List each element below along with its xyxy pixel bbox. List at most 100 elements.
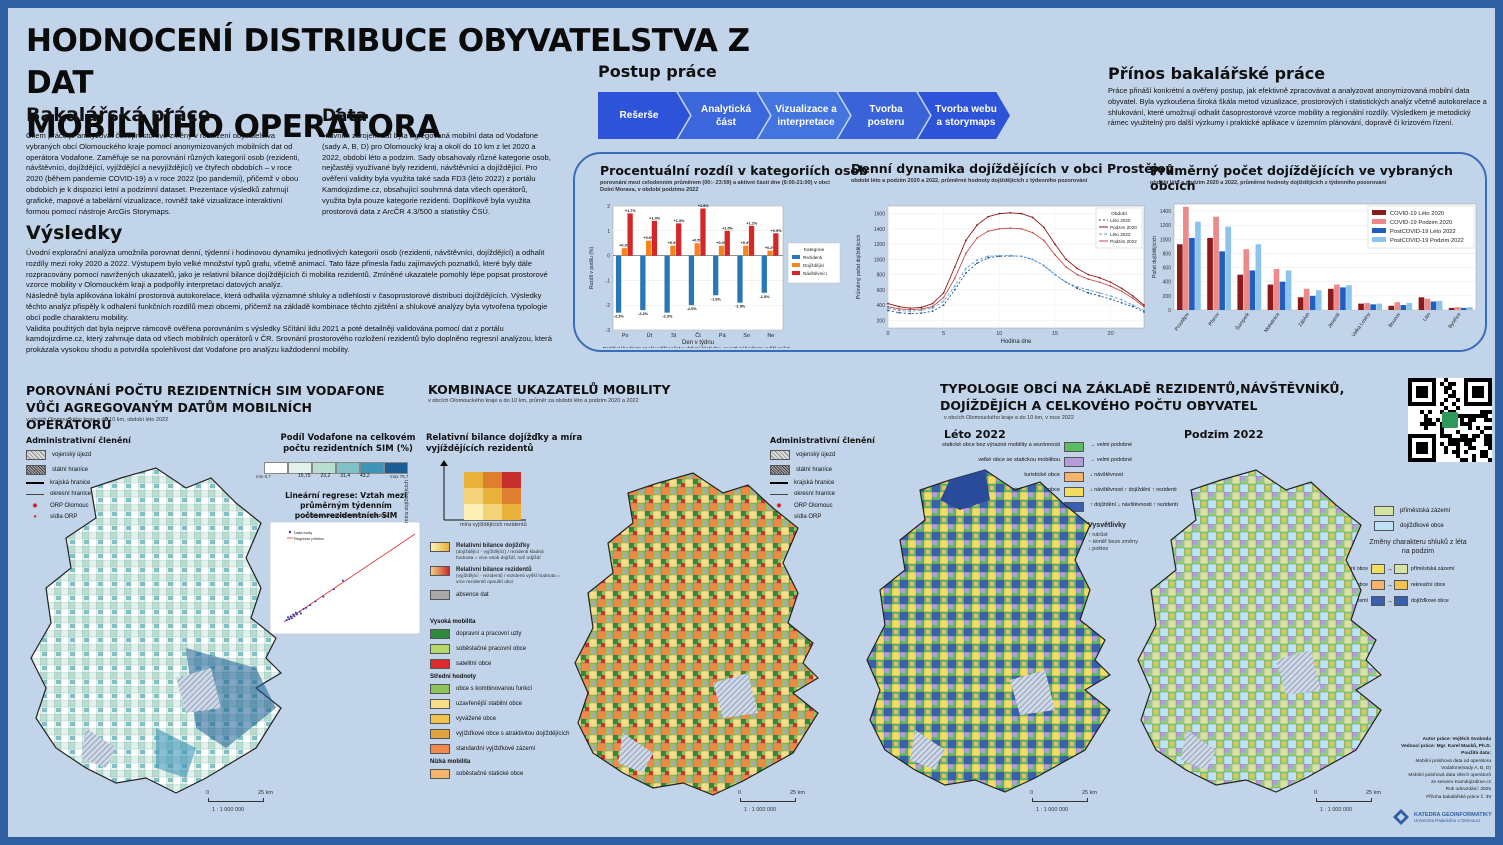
chart2-xtick: 10 bbox=[996, 331, 1002, 337]
chart3-bar bbox=[1297, 297, 1304, 310]
qr-module bbox=[1452, 450, 1456, 454]
arrow-right-icon: → bbox=[1386, 581, 1393, 589]
chart2-point bbox=[953, 266, 956, 268]
mid-groups-legend: Vysoká mobilita dopravní a pracovní uzly s… bbox=[430, 616, 580, 784]
chart1-bar bbox=[615, 255, 622, 313]
chart3-bar bbox=[1267, 284, 1274, 310]
qr-module bbox=[1444, 446, 1448, 450]
chart3-bar bbox=[1315, 290, 1322, 310]
share-color-step bbox=[288, 462, 312, 474]
mid-admin-heading: Administrativní členění bbox=[770, 436, 875, 445]
chart2-point bbox=[998, 254, 1001, 257]
mid-group-swatch bbox=[430, 769, 450, 779]
right-section-title: TYPOLOGIE OBCÍ NA ZÁKLADĚ REZIDENTŮ,NÁVŠ… bbox=[940, 381, 1345, 413]
chart1-data-label: +1.7% bbox=[625, 209, 636, 213]
chart3-ytick: 400 bbox=[1163, 280, 1172, 286]
mid-scale-ratio: 1 : 1 000 000 bbox=[744, 807, 777, 813]
left-scale-0: 0 bbox=[206, 790, 210, 796]
left-admin-item: vojenský újezd bbox=[52, 452, 92, 458]
qr-module bbox=[1444, 390, 1448, 394]
chart1-bar bbox=[724, 230, 730, 256]
chart1-xlabel: Den v týdnu bbox=[682, 340, 714, 346]
chart3-bar bbox=[1243, 249, 1250, 310]
chart2-point bbox=[898, 309, 901, 312]
bal-pos-swatch bbox=[430, 542, 450, 552]
change-swatch-to bbox=[1394, 564, 1408, 574]
chart2-point bbox=[998, 212, 1001, 215]
changes-title: Změny charakteru shluků z léta na podzim bbox=[1369, 539, 1467, 555]
chart2-svg: 200 400 600 800 1000 1200 1400 1600 0 5 10 15 20 Hodi… bbox=[855, 205, 1145, 345]
mid-admin-item: vojenský újezd bbox=[796, 452, 836, 458]
district-line-swatch bbox=[770, 493, 788, 495]
qr-module bbox=[1460, 422, 1464, 426]
regression-point bbox=[289, 615, 292, 618]
chart1-data-label: -1.9% bbox=[735, 305, 746, 309]
chart1-bar bbox=[700, 208, 706, 256]
share-bin-labels: 15,75 23,2 31,4 43,2 bbox=[298, 473, 370, 479]
qr-module bbox=[1488, 438, 1492, 442]
chart1-xtick: St bbox=[671, 333, 677, 339]
chart1-bar bbox=[651, 220, 658, 256]
qr-module bbox=[1432, 422, 1436, 426]
chart2-point bbox=[898, 311, 901, 314]
chart3-bar bbox=[1303, 288, 1310, 310]
process-step-label: Vizualizace a interpretace bbox=[775, 103, 837, 128]
chart2-point bbox=[1031, 258, 1034, 261]
left-admin-heading: Administrativní členění bbox=[26, 436, 131, 445]
qr-module bbox=[1476, 414, 1480, 418]
qr-code[interactable] bbox=[1408, 378, 1492, 462]
chart1-bar bbox=[773, 233, 779, 256]
chart2-point bbox=[987, 255, 990, 258]
chart3-legend-label: COVID-19 Léto 2020 bbox=[1390, 211, 1444, 217]
chart2-point bbox=[1087, 292, 1090, 294]
chart1-data-label: +0.4% bbox=[668, 241, 679, 245]
chart1-legend: Kategorie Rezidenti Dojíždějící Návštěvníci bbox=[787, 242, 841, 284]
chart2-point bbox=[953, 288, 956, 291]
bal-neg-swatch bbox=[430, 566, 450, 576]
qr-module bbox=[1448, 394, 1452, 398]
chart2-point bbox=[1109, 285, 1112, 287]
chart2-point bbox=[931, 305, 934, 308]
chart3-ytick: 600 bbox=[1163, 266, 1172, 272]
process-step: Analytická část bbox=[678, 92, 770, 139]
share-bin: 31,4 bbox=[340, 473, 350, 479]
left-map bbox=[30, 467, 282, 794]
qr-module bbox=[1448, 438, 1452, 442]
chart3-ytick: 1400 bbox=[1160, 209, 1171, 215]
chart3-bar bbox=[1466, 307, 1473, 310]
chart1-xtick: Ne bbox=[767, 333, 774, 339]
absence-swatch bbox=[430, 590, 450, 600]
qr-module bbox=[1440, 410, 1444, 414]
chart2-xtick: 5 bbox=[942, 331, 945, 337]
bakalarska-text: Cílem práce je analyzovat časoprostorové… bbox=[26, 131, 300, 216]
chart3-bar bbox=[1237, 274, 1244, 310]
share-bin: 43,2 bbox=[359, 473, 370, 479]
chart2-point bbox=[887, 309, 889, 312]
chart2-point bbox=[1042, 264, 1045, 267]
vysledky-paragraph-3: Validita použitých dat byla nejprve rámc… bbox=[26, 323, 552, 355]
regression-title: Lineární regrese: Vztah mezi průměrným t… bbox=[285, 491, 407, 520]
chart3-ytick: 800 bbox=[1163, 251, 1172, 257]
qr-module bbox=[1452, 438, 1456, 442]
regression-point bbox=[293, 615, 296, 618]
change-swatch-from bbox=[1371, 564, 1385, 574]
chart2-point bbox=[1020, 212, 1023, 215]
qr-module bbox=[1488, 458, 1492, 462]
process-step: Tvorba posteru bbox=[838, 92, 930, 139]
chart3-bar bbox=[1418, 297, 1425, 310]
chart1-ytick: -1 bbox=[606, 278, 611, 284]
chart3-bar bbox=[1334, 284, 1340, 310]
share-color-step bbox=[312, 462, 336, 474]
chart3-bar bbox=[1195, 221, 1201, 310]
type-swatch bbox=[1374, 521, 1394, 531]
qr-module bbox=[1460, 414, 1464, 418]
chart2-point bbox=[942, 304, 945, 307]
chart1-legend-label: Dojíždějící bbox=[803, 263, 825, 268]
share-bin: 15,75 bbox=[298, 473, 311, 479]
podzim-type-label: příměstská zázemí bbox=[1400, 508, 1451, 514]
qr-module bbox=[1488, 426, 1492, 430]
regression-point bbox=[305, 606, 308, 609]
regression-point bbox=[286, 616, 289, 619]
